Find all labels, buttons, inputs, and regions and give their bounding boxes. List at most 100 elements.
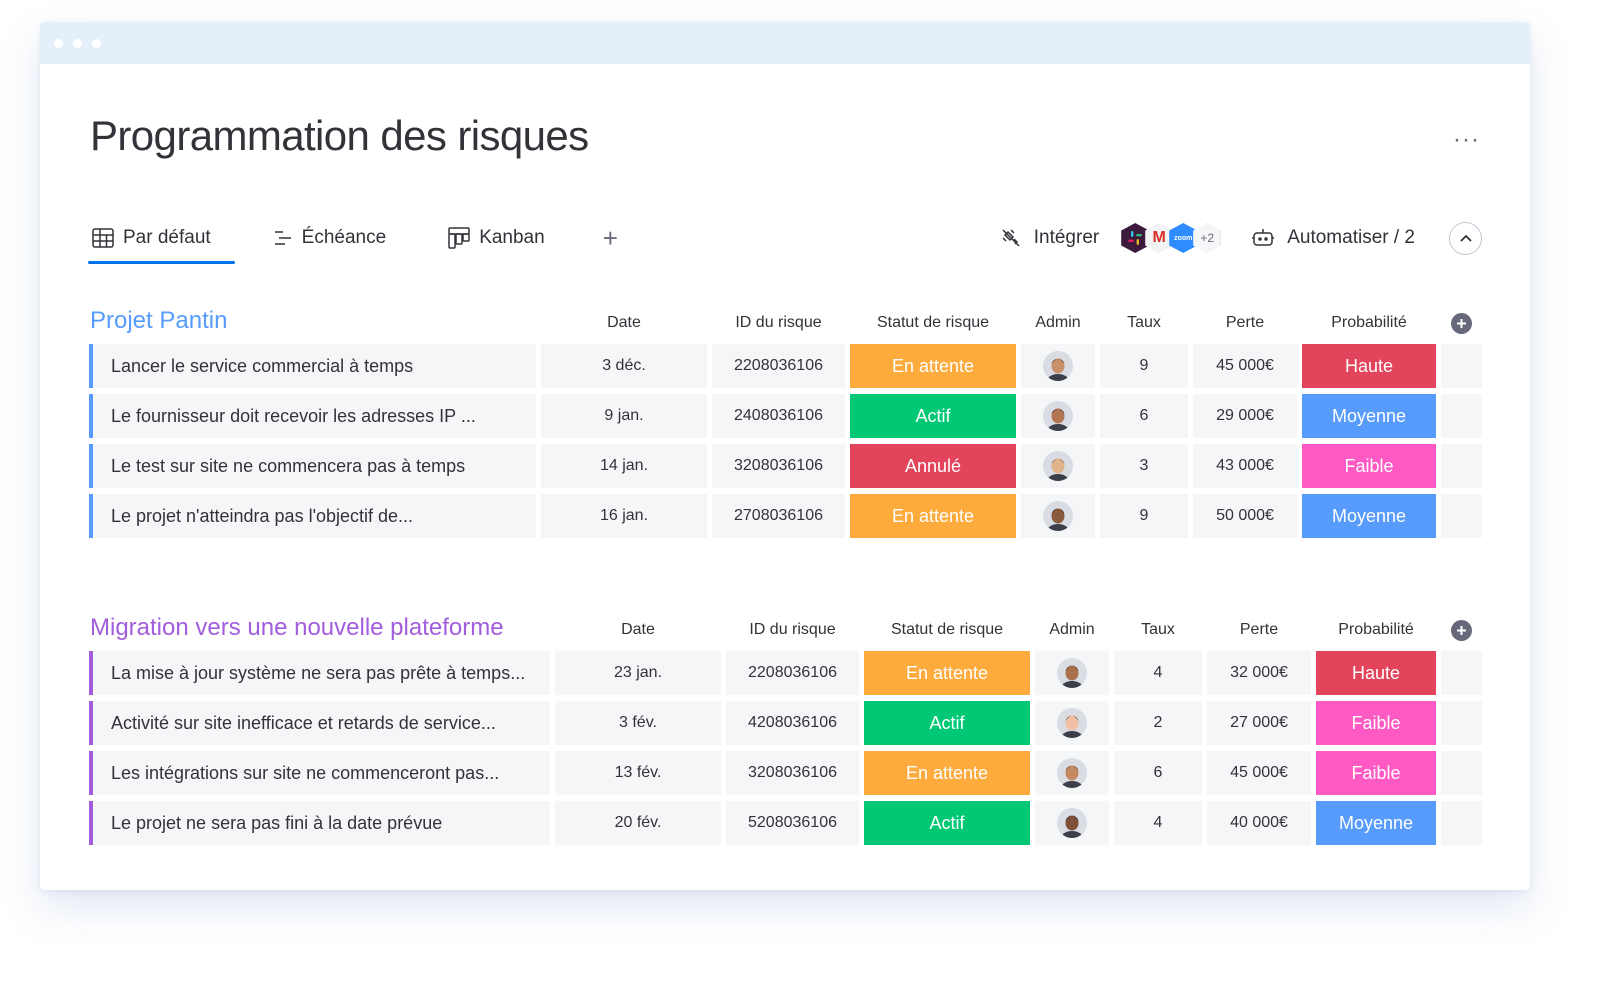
probability-cell[interactable]: Haute	[1316, 651, 1436, 695]
avatar[interactable]	[1043, 451, 1073, 481]
date-cell[interactable]: 13 fév.	[555, 751, 721, 795]
status-cell[interactable]: Actif	[864, 701, 1030, 745]
tab-default[interactable]: Par défaut	[88, 218, 235, 264]
item-name-cell[interactable]: Activité sur site inefficace et retards …	[89, 701, 550, 745]
rate-cell[interactable]: 9	[1100, 344, 1188, 388]
rate-cell[interactable]: 4	[1114, 651, 1202, 695]
collapse-toolbar-button[interactable]	[1449, 221, 1482, 255]
admin-cell[interactable]	[1021, 494, 1095, 538]
column-header-status[interactable]: Statut de risque	[890, 621, 1004, 638]
column-header-rate[interactable]: Taux	[1141, 621, 1175, 638]
date-cell[interactable]: 20 fév.	[555, 801, 721, 845]
avatar[interactable]	[1043, 351, 1073, 381]
item-name-cell[interactable]: Le fournisseur doit recevoir les adresse…	[89, 394, 536, 438]
admin-cell[interactable]	[1035, 751, 1109, 795]
date-cell[interactable]: 14 jan.	[541, 444, 707, 488]
more-integrations-badge[interactable]: +2	[1193, 223, 1222, 253]
table-row[interactable]: Le projet n'atteindra pas l'objectif de.…	[89, 494, 1482, 538]
date-cell[interactable]: 23 jan.	[555, 651, 721, 695]
loss-cell[interactable]: 50 000€	[1193, 494, 1297, 538]
empty-cell[interactable]	[1441, 344, 1482, 388]
probability-cell[interactable]: Faible	[1316, 701, 1436, 745]
tab-kanban[interactable]: Kanban	[446, 218, 547, 258]
empty-cell[interactable]	[1441, 494, 1482, 538]
loss-cell[interactable]: 45 000€	[1193, 344, 1297, 388]
rate-cell[interactable]: 6	[1114, 751, 1202, 795]
item-name-cell[interactable]: Le projet n'atteindra pas l'objectif de.…	[89, 494, 536, 538]
item-name-cell[interactable]: Lancer le service commercial à temps	[89, 344, 536, 388]
item-name-cell[interactable]: Le test sur site ne commencera pas à tem…	[89, 444, 536, 488]
more-options-button[interactable]: ···	[1453, 126, 1480, 153]
status-cell[interactable]: Actif	[850, 394, 1016, 438]
probability-cell[interactable]: Haute	[1302, 344, 1436, 388]
status-cell[interactable]: En attente	[850, 494, 1016, 538]
risk-id-cell[interactable]: 4208036106	[726, 701, 859, 745]
risk-id-cell[interactable]: 2408036106	[712, 394, 845, 438]
loss-cell[interactable]: 32 000€	[1207, 651, 1311, 695]
risk-id-cell[interactable]: 2208036106	[712, 344, 845, 388]
table-row[interactable]: Le fournisseur doit recevoir les adresse…	[89, 394, 1482, 438]
date-cell[interactable]: 3 déc.	[541, 344, 707, 388]
table-row[interactable]: La mise à jour système ne sera pas prête…	[89, 651, 1482, 695]
status-cell[interactable]: En attente	[864, 651, 1030, 695]
table-row[interactable]: Lancer le service commercial à temps 3 dé…	[89, 344, 1482, 388]
column-header-date[interactable]: Date	[607, 314, 641, 331]
empty-cell[interactable]	[1441, 801, 1482, 845]
avatar[interactable]	[1057, 758, 1087, 788]
loss-cell[interactable]: 43 000€	[1193, 444, 1297, 488]
item-name-cell[interactable]: Le projet ne sera pas fini à la date pré…	[89, 801, 550, 845]
table-row[interactable]: Le projet ne sera pas fini à la date pré…	[89, 801, 1482, 845]
group-title[interactable]: Migration vers une nouvelle plateforme	[90, 614, 504, 641]
risk-id-cell[interactable]: 5208036106	[726, 801, 859, 845]
admin-cell[interactable]	[1021, 444, 1095, 488]
admin-cell[interactable]	[1035, 651, 1109, 695]
group-title[interactable]: Projet Pantin	[90, 307, 228, 334]
date-cell[interactable]: 3 fév.	[555, 701, 721, 745]
avatar[interactable]	[1057, 708, 1087, 738]
avatar[interactable]	[1057, 658, 1087, 688]
loss-cell[interactable]: 40 000€	[1207, 801, 1311, 845]
rate-cell[interactable]: 9	[1100, 494, 1188, 538]
rate-cell[interactable]: 3	[1100, 444, 1188, 488]
empty-cell[interactable]	[1441, 444, 1482, 488]
table-row[interactable]: Activité sur site inefficace et retards …	[89, 701, 1482, 745]
admin-cell[interactable]	[1021, 394, 1095, 438]
column-header-admin[interactable]: Admin	[1035, 314, 1081, 331]
probability-cell[interactable]: Moyenne	[1316, 801, 1436, 845]
status-cell[interactable]: Annulé	[850, 444, 1016, 488]
tab-timeline[interactable]: Échéance	[271, 218, 389, 258]
column-header-status[interactable]: Statut de risque	[876, 314, 990, 331]
probability-cell[interactable]: Faible	[1316, 751, 1436, 795]
rate-cell[interactable]: 4	[1114, 801, 1202, 845]
risk-id-cell[interactable]: 2708036106	[712, 494, 845, 538]
column-header-date[interactable]: Date	[621, 621, 655, 638]
date-cell[interactable]: 9 jan.	[541, 394, 707, 438]
status-cell[interactable]: En attente	[864, 751, 1030, 795]
column-header-loss[interactable]: Perte	[1225, 314, 1265, 331]
admin-cell[interactable]	[1035, 801, 1109, 845]
rate-cell[interactable]: 2	[1114, 701, 1202, 745]
empty-cell[interactable]	[1441, 701, 1482, 745]
rate-cell[interactable]: 6	[1100, 394, 1188, 438]
add-column-button[interactable]	[1451, 620, 1472, 641]
risk-id-cell[interactable]: 3208036106	[712, 444, 845, 488]
risk-id-cell[interactable]: 2208036106	[726, 651, 859, 695]
admin-cell[interactable]	[1035, 701, 1109, 745]
table-row[interactable]: Le test sur site ne commencera pas à tem…	[89, 444, 1482, 488]
loss-cell[interactable]: 45 000€	[1207, 751, 1311, 795]
date-cell[interactable]: 16 jan.	[541, 494, 707, 538]
integrate-button[interactable]: Intégrer M zoom +2	[1000, 223, 1222, 253]
loss-cell[interactable]: 27 000€	[1207, 701, 1311, 745]
loss-cell[interactable]: 29 000€	[1193, 394, 1297, 438]
avatar[interactable]	[1057, 808, 1087, 838]
status-cell[interactable]: Actif	[864, 801, 1030, 845]
avatar[interactable]	[1043, 501, 1073, 531]
empty-cell[interactable]	[1441, 651, 1482, 695]
column-header-id[interactable]: ID du risque	[749, 621, 836, 638]
admin-cell[interactable]	[1021, 344, 1095, 388]
item-name-cell[interactable]: Les intégrations sur site ne commenceron…	[89, 751, 550, 795]
automate-button[interactable]: Automatiser / 2	[1251, 227, 1415, 249]
avatar[interactable]	[1043, 401, 1073, 431]
item-name-cell[interactable]: La mise à jour système ne sera pas prête…	[89, 651, 550, 695]
risk-id-cell[interactable]: 3208036106	[726, 751, 859, 795]
